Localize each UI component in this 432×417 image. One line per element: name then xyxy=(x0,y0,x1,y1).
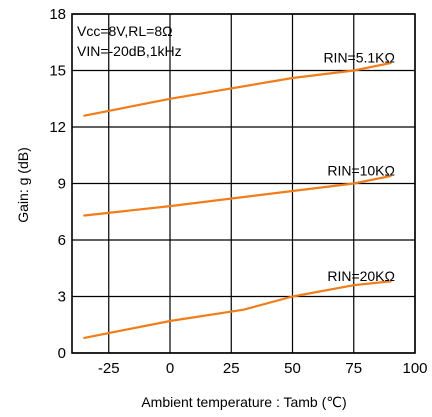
x-tick-label: 25 xyxy=(223,360,240,377)
x-tick-label: 100 xyxy=(402,360,427,377)
series-label: RIN=5.1KΩ xyxy=(323,49,395,65)
series-labels: RIN=5.1KΩ RIN=10KΩ RIN=20KΩ xyxy=(323,49,395,283)
series-line xyxy=(83,280,392,339)
series-label: RIN=20KΩ xyxy=(327,268,395,284)
y-tick-label: 12 xyxy=(49,119,66,136)
x-axis-label: Ambient temperature : Tamb (℃) xyxy=(141,394,346,410)
condition-annotation-line2: VIN=-20dB,1kHz xyxy=(77,43,182,59)
y-tick-label: 3 xyxy=(58,289,66,306)
y-tick-label: 15 xyxy=(49,63,66,80)
x-tick-label: -25 xyxy=(98,360,120,377)
x-tick-label: 0 xyxy=(166,360,174,377)
series-lines xyxy=(83,61,392,339)
y-tick-label: 0 xyxy=(58,345,66,362)
plot-frame xyxy=(71,13,416,354)
y-tick-label: 9 xyxy=(58,176,66,193)
condition-annotation-line1: Vcc=8V,RL=8Ω xyxy=(77,23,173,39)
y-tick-labels: 0 3 6 9 12 15 18 xyxy=(49,6,66,362)
x-tick-labels: -25 0 25 50 75 100 xyxy=(98,360,428,377)
x-tick-label: 75 xyxy=(345,360,362,377)
series-line xyxy=(83,174,392,217)
y-axis-label: Gain: g (dB) xyxy=(15,147,31,222)
series-line xyxy=(83,61,392,117)
y-tick-label: 18 xyxy=(49,6,66,23)
y-tick-label: 6 xyxy=(58,232,66,249)
x-tick-label: 50 xyxy=(284,360,301,377)
series-label: RIN=10KΩ xyxy=(327,162,395,178)
